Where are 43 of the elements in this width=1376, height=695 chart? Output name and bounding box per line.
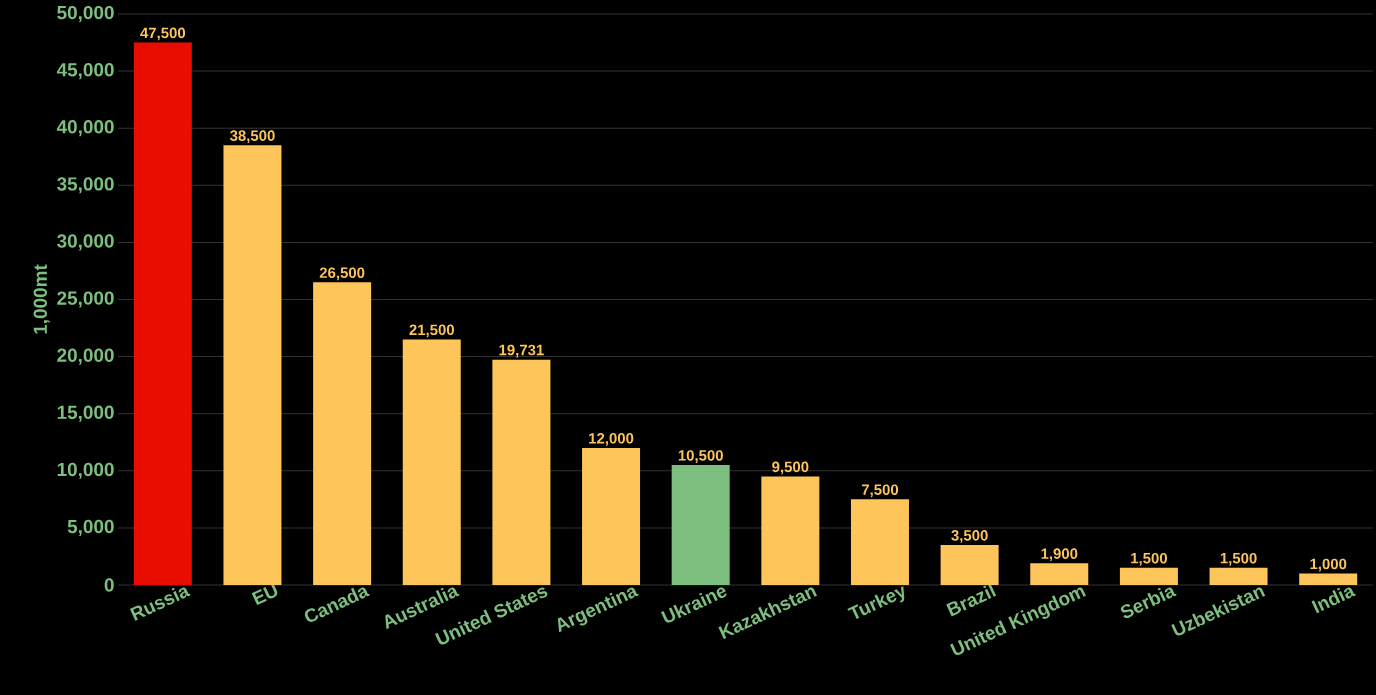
bar: [1119, 567, 1178, 585]
bar: [1299, 573, 1358, 585]
x-tick-label: India: [1311, 587, 1356, 614]
data-label: 1,500: [1131, 552, 1167, 566]
data-label: 21,500: [409, 324, 454, 338]
data-label: 7,500: [861, 484, 899, 498]
data-label: 26,500: [319, 267, 365, 281]
bar: [492, 359, 551, 585]
y-tick-label: 0: [104, 578, 114, 592]
bar: [1209, 567, 1268, 585]
data-label: 1,000: [1310, 558, 1347, 572]
x-tick-label: EU: [251, 583, 278, 606]
x-tick-label: Brazil: [946, 583, 997, 617]
y-tick-label: 40,000: [56, 120, 114, 137]
bar: [940, 545, 999, 585]
data-label: 10,500: [678, 450, 723, 463]
y-tick-label: 45,000: [56, 63, 114, 80]
y-tick-label: 10,000: [57, 462, 114, 479]
bar: [223, 145, 282, 585]
data-label: 12,000: [589, 433, 634, 446]
bar: [850, 499, 909, 585]
y-tick-label: 5,000: [67, 519, 114, 536]
data-label: 1,500: [1220, 552, 1257, 566]
bar: [1030, 563, 1089, 585]
y-tick-label: 20,000: [57, 348, 114, 365]
bar: [582, 447, 641, 585]
data-label: 1,900: [1041, 548, 1078, 562]
bar: [761, 476, 820, 585]
bar: [671, 465, 730, 585]
bar: [133, 42, 192, 585]
data-label: 47,500: [140, 27, 186, 41]
bar: [402, 339, 461, 585]
y-tick-label: 15,000: [57, 405, 114, 422]
y-tick-label: 50,000: [57, 5, 114, 23]
data-label: 38,500: [229, 130, 275, 144]
y-axis-title: 1,000mt: [33, 264, 50, 334]
data-label: 3,500: [951, 530, 988, 543]
bar: [313, 282, 372, 585]
data-label: 9,500: [772, 461, 809, 475]
y-tick-label: 25,000: [57, 291, 114, 308]
data-label: 19,731: [499, 344, 544, 358]
y-tick-label: 35,000: [57, 177, 114, 194]
y-tick-label: 30,000: [57, 234, 114, 251]
